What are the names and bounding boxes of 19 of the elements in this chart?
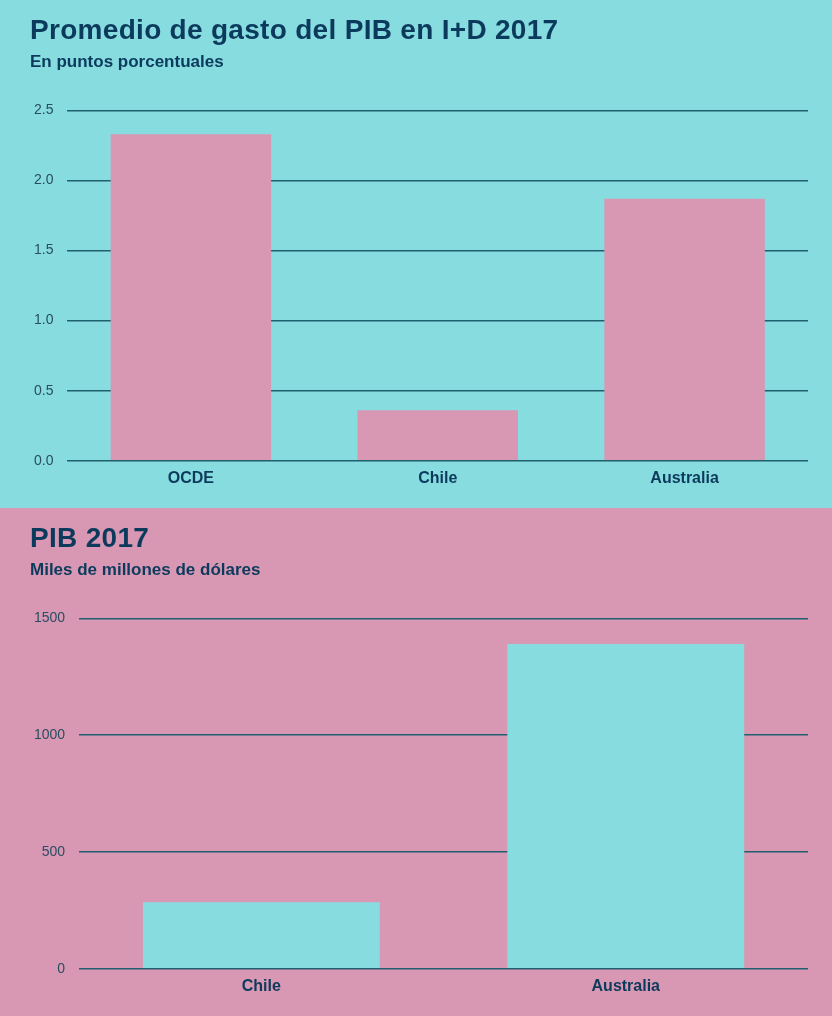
x-tick-label: Chile (241, 976, 282, 994)
chart-subtitle: Miles de millones de dólares (30, 560, 262, 580)
chart-title: PIB 2017 (30, 522, 151, 554)
y-tick-label: 0.5 (33, 381, 54, 398)
x-tick-label: Chile (418, 468, 458, 486)
y-tick-label: 1.0 (33, 311, 54, 328)
y-tick-label: 1500 (33, 609, 66, 626)
chart-subtitle: En puntos porcentuales (30, 52, 225, 72)
x-tick-label: Australia (591, 976, 661, 994)
x-tick-label: OCDE (167, 468, 215, 486)
y-tick-label: 2.5 (33, 101, 54, 118)
x-tick-label: Australia (650, 468, 719, 486)
y-tick-label: 500 (41, 842, 66, 859)
chart-title: Promedio de gasto del PIB en I+D 2017 (30, 14, 560, 46)
y-tick-label: 0 (57, 959, 66, 976)
y-tick-label: 1000 (33, 726, 66, 743)
y-tick-label: 0.0 (33, 451, 54, 468)
y-tick-label: 2.0 (33, 171, 54, 188)
y-tick-label: 1.5 (33, 241, 54, 258)
